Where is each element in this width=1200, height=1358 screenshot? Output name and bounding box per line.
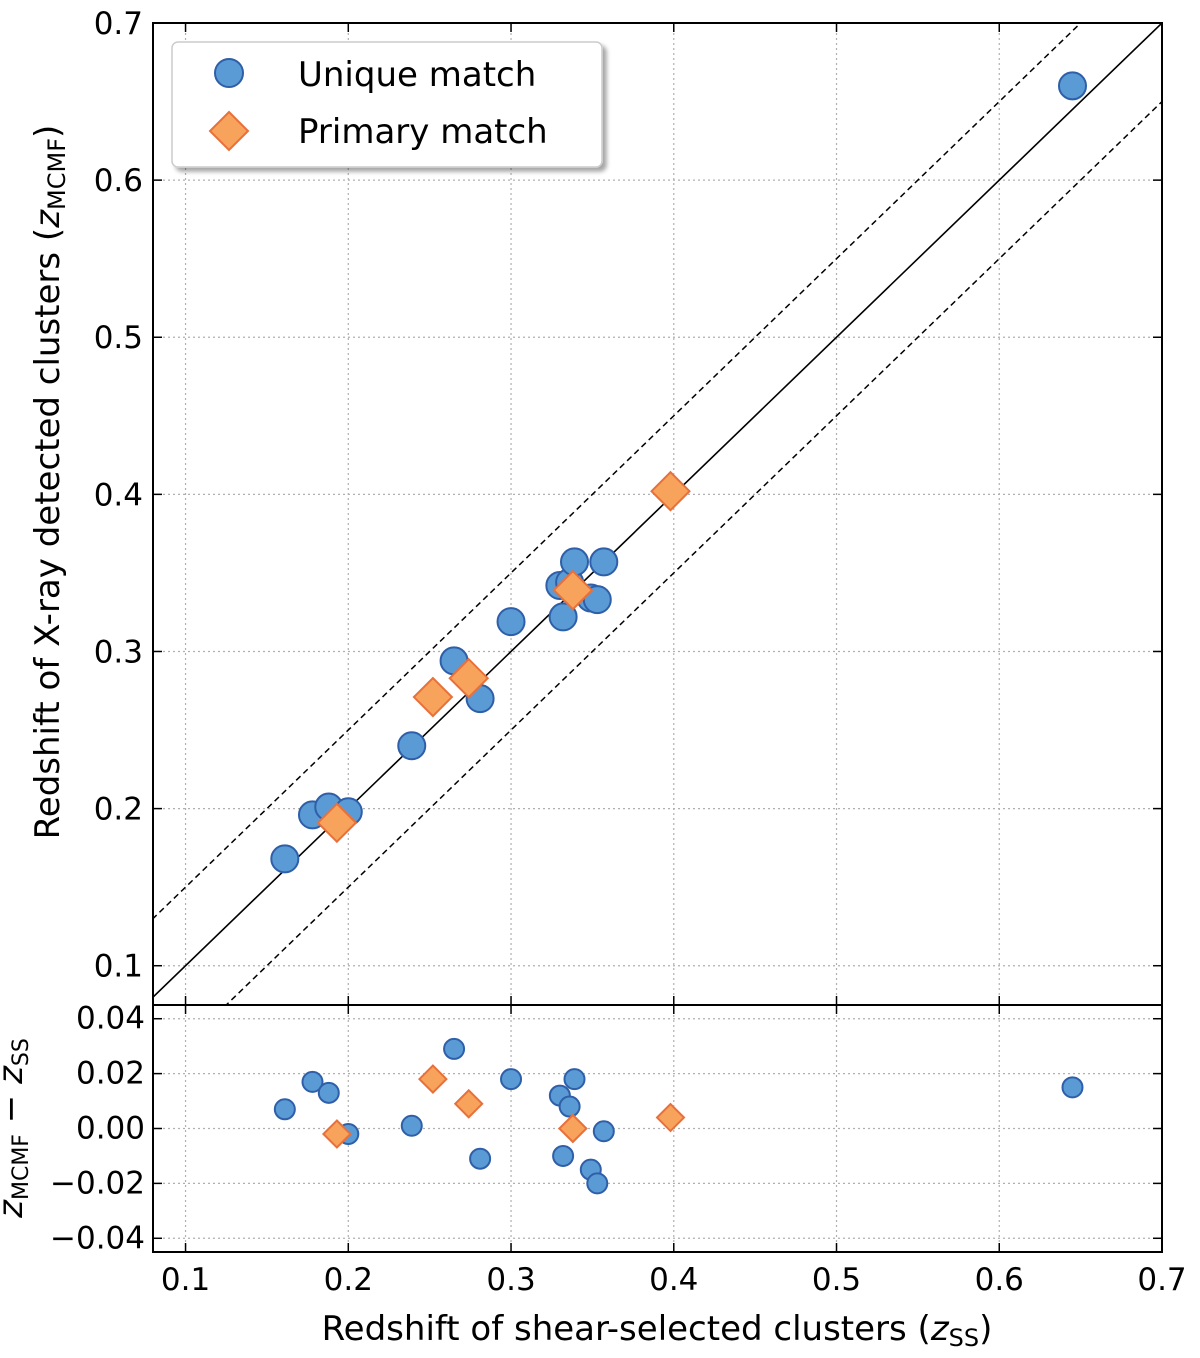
lower-bound-line: [225, 100, 1162, 1005]
residual-ticks: [153, 1005, 1163, 1252]
x-tick-label: 0.5: [812, 1262, 861, 1298]
unique-match-residual: [301, 1070, 324, 1093]
main-y-tick-label: 0.3: [94, 634, 143, 670]
residual-y-tick-label: 0.04: [76, 1001, 145, 1037]
primary-match-residual: [321, 1119, 352, 1149]
unique-match-point: [496, 607, 526, 637]
residual-y-tick-label: −0.04: [50, 1220, 145, 1256]
primary-match-residual: [655, 1102, 686, 1133]
legend-unique-marker: [214, 58, 244, 88]
primary-match-residual: [557, 1113, 588, 1144]
unique-match-point: [548, 602, 578, 632]
x-tick-label: 0.7: [1137, 1262, 1186, 1298]
primary-match-point: [412, 676, 454, 718]
primary-match-point: [316, 802, 358, 844]
main-y-tick-label: 0.6: [94, 163, 143, 199]
residual-y-tick-label: 0.00: [76, 1111, 145, 1147]
unique-match-residual: [586, 1172, 609, 1195]
unique-match-point: [270, 844, 300, 874]
unique-match-residual: [273, 1098, 296, 1121]
unique-match-residual: [317, 1081, 340, 1104]
main-ticks: [153, 22, 1163, 1005]
unique-match-residual: [443, 1037, 466, 1060]
main-y-tick-labels: 0.1 0.2 0.3 0.4 0.5 0.6 0.7: [94, 6, 143, 985]
residual-y-tick-label: −0.02: [50, 1165, 145, 1201]
primary-match-residual: [418, 1064, 448, 1095]
residual-y-tick-label: 0.02: [76, 1056, 145, 1092]
unique-match-residual: [1061, 1076, 1084, 1099]
legend-primary-label: Primary match: [298, 112, 548, 152]
main-y-tick-label: 0.4: [94, 477, 143, 513]
main-y-tick-label: 0.5: [94, 320, 143, 356]
unique-match-point: [397, 731, 427, 761]
legend-unique-label: Unique match: [298, 55, 536, 95]
main-y-axis-label: Redshift of X-ray detected clusters (zMC…: [28, 125, 71, 840]
residual-grid: [153, 1005, 1163, 1252]
residual-y-axis-label: zMCMF − zSS: [0, 1038, 34, 1219]
unique-match-point: [589, 547, 619, 577]
unique-match-residual: [552, 1144, 575, 1167]
x-tick-label: 0.3: [486, 1262, 535, 1298]
main-plot-frame: [152, 22, 1163, 1006]
main-grid: [153, 22, 1163, 1005]
legend-box: [171, 41, 603, 168]
primary-match-point: [448, 657, 490, 699]
unique-match-residual: [469, 1147, 492, 1170]
main-points: [270, 71, 1087, 874]
unique-match-point: [560, 547, 590, 577]
primary-match-point: [650, 470, 691, 512]
unique-match-residual: [500, 1068, 523, 1091]
primary-match-residual: [453, 1088, 484, 1119]
main-y-tick-label: 0.7: [94, 6, 143, 42]
unique-match-residual: [400, 1114, 423, 1137]
x-tick-label: 0.6: [975, 1262, 1024, 1298]
x-tick-label: 0.4: [649, 1262, 698, 1298]
upper-bound-line: [153, 23, 1082, 920]
x-tick-label: 0.1: [161, 1262, 210, 1298]
unique-match-point: [1057, 71, 1087, 101]
unique-match-residual: [558, 1095, 581, 1118]
main-y-tick-label: 0.2: [94, 792, 143, 828]
unique-match-residual: [592, 1120, 615, 1143]
legend: Unique match Primary match: [171, 41, 603, 168]
x-axis-label: Redshift of shear-selected clusters (zSS…: [322, 1309, 993, 1352]
main-y-tick-label: 0.1: [94, 949, 143, 985]
primary-match-point: [552, 569, 594, 611]
x-tick-label: 0.2: [324, 1262, 373, 1298]
unique-match-residual: [563, 1068, 586, 1091]
x-tick-labels: 0.1 0.2 0.3 0.4 0.5 0.6 0.7: [161, 1262, 1187, 1298]
residual-points: [273, 1037, 1084, 1195]
legend-primary-marker: [208, 110, 250, 152]
residual-y-tick-labels: 0.04 0.02 0.00 −0.02 −0.04: [50, 1001, 145, 1257]
